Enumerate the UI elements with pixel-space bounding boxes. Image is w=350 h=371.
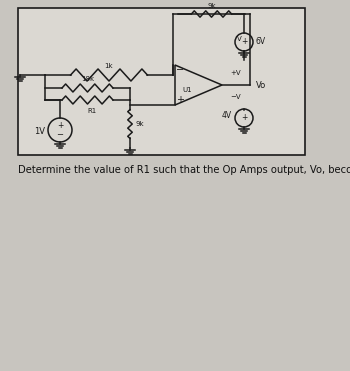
Text: U1: U1 bbox=[182, 87, 192, 93]
Text: 9k: 9k bbox=[135, 121, 143, 127]
Text: −V: −V bbox=[230, 94, 241, 100]
Text: 6V: 6V bbox=[256, 37, 266, 46]
Text: +: + bbox=[57, 121, 63, 130]
Text: 9k: 9k bbox=[207, 3, 216, 9]
Text: 18k: 18k bbox=[81, 76, 94, 82]
Text: R1: R1 bbox=[88, 108, 97, 114]
Text: +V: +V bbox=[230, 70, 241, 76]
Text: 1V: 1V bbox=[34, 128, 45, 137]
Text: V: V bbox=[237, 36, 242, 42]
Text: +: + bbox=[241, 114, 247, 122]
Text: −: − bbox=[176, 65, 184, 75]
Text: 4V: 4V bbox=[222, 112, 232, 121]
Text: −: − bbox=[56, 130, 63, 139]
Text: +: + bbox=[241, 37, 247, 46]
Text: 1k: 1k bbox=[105, 63, 113, 69]
Text: +: + bbox=[176, 95, 184, 105]
Text: Vo: Vo bbox=[256, 81, 266, 89]
Text: Determine the value of R1 such that the Op Amps output, Vo, becomes saturated.: Determine the value of R1 such that the … bbox=[18, 165, 350, 175]
Bar bbox=[18, 8, 305, 155]
